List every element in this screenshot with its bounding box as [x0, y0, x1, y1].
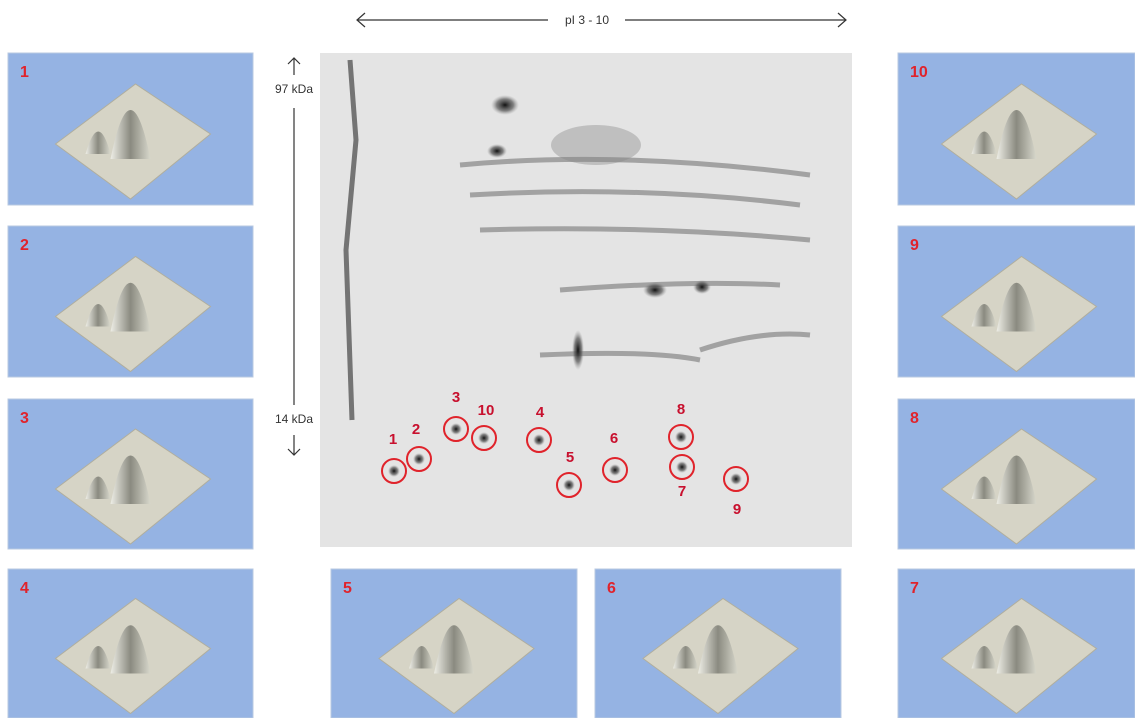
arrow-down: [288, 435, 300, 455]
panel-label: 4: [20, 580, 29, 597]
figure: pI 3 - 10 97 kDa 14 kDa 1234561098712345…: [0, 0, 1135, 718]
gel-image: [320, 53, 852, 547]
gel-spot: [643, 282, 667, 298]
spot-label: 3: [452, 389, 460, 406]
panel-label: 10: [910, 64, 928, 81]
surface-panel: 2: [8, 226, 253, 377]
gel-spot: [563, 479, 575, 491]
gel-spot: [478, 432, 490, 444]
mass-axis: 97 kDa 14 kDa: [275, 58, 313, 455]
panel-label: 3: [20, 410, 29, 427]
gel-spot: [693, 280, 711, 294]
panel-label: 8: [910, 410, 919, 427]
surface-panel: 1: [8, 53, 253, 205]
gel-spot: [609, 464, 621, 476]
panel-label: 2: [20, 237, 29, 254]
spot-label: 1: [389, 431, 397, 448]
pi-label: pI 3 - 10: [565, 13, 609, 27]
surface-panel: 4: [8, 569, 253, 718]
surface-panel: 8: [898, 399, 1135, 549]
spot-label: 7: [678, 483, 686, 500]
spot-label: 6: [610, 430, 618, 447]
surface-panel: 3: [8, 399, 253, 549]
spot-label: 8: [677, 401, 685, 418]
spot-label: 4: [536, 404, 545, 421]
gel-spot: [730, 473, 742, 485]
gel-spot: [533, 434, 545, 446]
panel-label: 9: [910, 237, 919, 254]
gel-spot: [491, 95, 519, 115]
gel-spot: [675, 431, 687, 443]
surface-panel: 9: [898, 226, 1135, 377]
pi-axis: pI 3 - 10: [357, 13, 846, 27]
bottom-mass: 14 kDa: [275, 412, 313, 426]
top-mass: 97 kDa: [275, 82, 313, 96]
spot-label: 9: [733, 501, 741, 518]
gel-spot: [450, 423, 462, 435]
gel-spot: [487, 144, 507, 158]
panel-label: 1: [20, 64, 29, 81]
arrow-up: [288, 58, 300, 75]
panel-label: 6: [607, 580, 616, 597]
gel-cluster: [551, 125, 641, 165]
surface-panel: 5: [331, 569, 577, 718]
surface-panel: 7: [898, 569, 1135, 718]
surface-panel: 10: [898, 53, 1135, 205]
spot-label: 2: [412, 421, 420, 438]
gel-spot: [388, 465, 400, 477]
panel-label: 5: [343, 580, 352, 597]
gel-spot: [676, 461, 688, 473]
spot-label: 10: [478, 402, 495, 419]
gel-spot: [413, 453, 425, 465]
panel-label: 7: [910, 580, 919, 597]
gel-spot: [572, 330, 584, 370]
spot-label: 5: [566, 449, 574, 466]
surface-panel: 6: [595, 569, 841, 718]
